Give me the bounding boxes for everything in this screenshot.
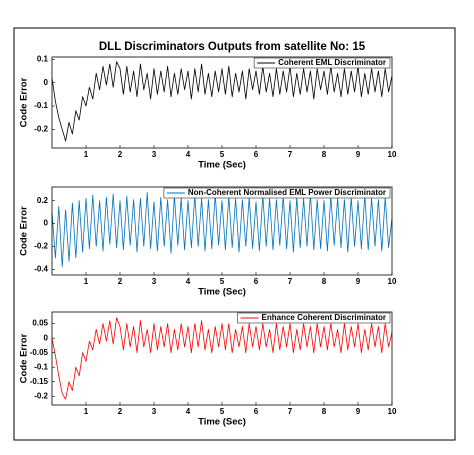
- data-line: [51, 192, 393, 268]
- y-tick-label: -0.15: [30, 377, 49, 386]
- x-tick-label: 5: [220, 150, 225, 159]
- x-tick-label: 1: [84, 150, 89, 159]
- y-tick-label: -0.2: [34, 124, 48, 133]
- x-tick-label: 2: [118, 150, 123, 159]
- y-tick-label: -0.2: [34, 391, 48, 400]
- x-tick-label: 1: [84, 277, 89, 286]
- y-tick-label: -0.05: [30, 348, 49, 357]
- x-tick-label: 7: [288, 150, 293, 159]
- y-tick-label: 0.05: [32, 319, 48, 328]
- x-tick-label: 10: [388, 277, 397, 286]
- x-tick-label: 9: [356, 150, 361, 159]
- x-tick-label: 4: [186, 407, 191, 416]
- x-tick-label: 1: [84, 407, 89, 416]
- y-axis-label: Code Error: [19, 333, 30, 383]
- y-tick-label: 0: [44, 78, 49, 87]
- plot-area: [52, 187, 392, 275]
- figure-border: [13, 27, 456, 441]
- legend-box: [237, 312, 391, 324]
- y-axis-label: Code Error: [19, 77, 30, 127]
- x-tick-label: 9: [356, 277, 361, 286]
- data-line: [51, 61, 393, 142]
- x-tick-label: 4: [186, 150, 191, 159]
- x-tick-label: 3: [152, 277, 157, 286]
- y-tick-label: 0: [44, 333, 49, 342]
- x-tick-label: 3: [152, 407, 157, 416]
- data-line: [51, 317, 393, 400]
- y-tick-label: 0.1: [37, 54, 49, 63]
- x-tick-label: 8: [322, 407, 327, 416]
- legend-box: [163, 187, 391, 199]
- x-axis-label: Time (Sec): [198, 417, 246, 428]
- x-tick-label: 5: [220, 407, 225, 416]
- x-tick-label: 5: [220, 277, 225, 286]
- y-axis-label: Code Error: [19, 206, 30, 256]
- x-tick-label: 4: [186, 277, 191, 286]
- x-axis-label: Time (Sec): [198, 287, 246, 298]
- y-tick-label: 0.2: [37, 196, 49, 205]
- y-tick-label: -0.1: [34, 362, 48, 371]
- x-tick-label: 6: [254, 277, 259, 286]
- legend-label: Enhance Coherent Discriminator: [262, 313, 386, 322]
- chart-title: DLL Discriminators Outputs from satellit…: [99, 41, 366, 53]
- x-tick-label: 6: [254, 150, 259, 159]
- y-tick-label: -0.4: [34, 264, 48, 273]
- legend-box: [253, 57, 391, 69]
- x-tick-label: 9: [356, 407, 361, 416]
- x-tick-label: 10: [388, 150, 397, 159]
- x-tick-label: 8: [322, 277, 327, 286]
- y-tick-label: -0.2: [34, 242, 48, 251]
- legend-label: Coherent EML Discriminator: [278, 58, 386, 67]
- x-tick-label: 7: [288, 407, 293, 416]
- x-tick-label: 2: [118, 277, 123, 286]
- x-tick-label: 2: [118, 407, 123, 416]
- x-tick-label: 10: [388, 407, 397, 416]
- x-tick-label: 8: [322, 150, 327, 159]
- x-tick-label: 6: [254, 407, 259, 416]
- x-tick-label: 3: [152, 150, 157, 159]
- legend-label: Non-Coherent Normalised EML Power Discri…: [188, 188, 386, 197]
- x-tick-label: 7: [288, 277, 293, 286]
- x-axis-label: Time (Sec): [198, 160, 246, 171]
- y-tick-label: 0: [44, 219, 49, 228]
- y-tick-label: -0.1: [34, 101, 48, 110]
